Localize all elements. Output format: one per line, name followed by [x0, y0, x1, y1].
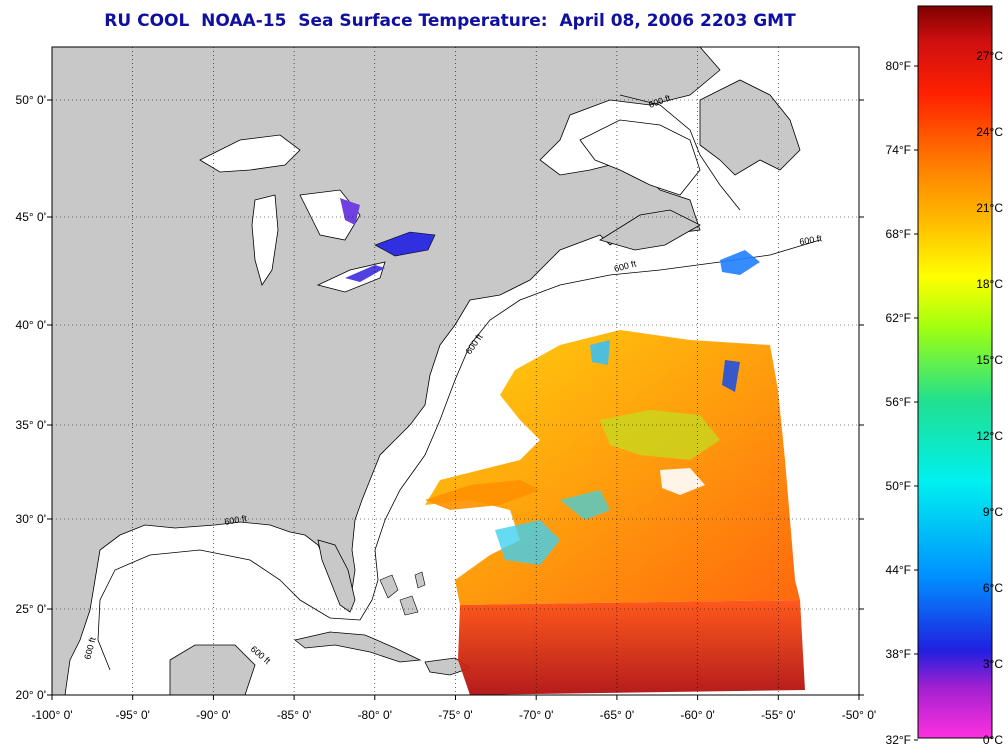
lat-label: 50° 0' — [16, 93, 46, 107]
colorbar-c-label: 21°C — [976, 201, 1003, 215]
lake-erie-sst — [345, 265, 385, 282]
colorbar: 80°F 74°F 68°F 62°F 56°F 50°F 44°F 38°F 32°F 27°… — [886, 5, 1003, 747]
lake-michigan — [251, 194, 279, 286]
sst-cloud-gap — [660, 468, 705, 495]
sst-cool-patch-5 — [560, 490, 610, 520]
sst-cool-patch-4 — [495, 520, 560, 565]
lat-label: 20° 0' — [16, 688, 46, 702]
colorbar-c-label: 18°C — [976, 277, 1003, 291]
colorbar-c-label: 15°C — [976, 353, 1003, 367]
sst-cool-patch-2 — [722, 360, 740, 392]
sst-cool-patch-1 — [590, 340, 610, 365]
land-yucatan — [169, 644, 256, 695]
land-cuba — [294, 631, 422, 663]
colorbar-f-label: 38°F — [886, 647, 911, 661]
lat-label: 35° 0' — [16, 418, 46, 432]
colorbar-c-label: 27°C — [976, 49, 1003, 63]
lat-label: 40° 0' — [16, 318, 46, 332]
lon-label: -50° 0' — [842, 708, 876, 722]
colorbar-fahrenheit-labels: 80°F 74°F 68°F 62°F 56°F 50°F 44°F 38°F 32°F — [886, 59, 918, 747]
lon-label: -85° 0' — [277, 708, 311, 722]
sst-green-patch — [600, 410, 720, 460]
lon-label: -80° 0' — [358, 708, 392, 722]
colorbar-f-label: 44°F — [886, 563, 911, 577]
lon-label: -65° 0' — [600, 708, 634, 722]
land-bahamas — [379, 571, 426, 616]
colorbar-f-label: 68°F — [886, 227, 911, 241]
lat-label: 30° 0' — [16, 512, 46, 526]
gulf-st-lawrence — [579, 119, 701, 196]
colorbar-c-label: 6°C — [983, 581, 1003, 595]
sst-swath-south — [458, 600, 805, 695]
sst-warm-band — [425, 480, 540, 510]
colorbar-f-label: 56°F — [886, 395, 911, 409]
lat-label: 25° 0' — [16, 602, 46, 616]
land-florida — [317, 539, 356, 613]
colorbar-c-label: 3°C — [983, 657, 1003, 671]
land-nova-scotia — [599, 209, 701, 251]
bathymetry-contour-north — [619, 94, 741, 211]
bathymetry-contour — [97, 239, 821, 671]
lon-label: -100° 0' — [31, 708, 72, 722]
lon-label: -75° 0' — [438, 708, 472, 722]
land-north-america — [52, 47, 721, 695]
contour-label-5: 600 ft — [224, 513, 248, 527]
colorbar-c-label: 0°C — [983, 733, 1003, 747]
lon-label: -55° 0' — [761, 708, 795, 722]
colorbar-f-label: 74°F — [886, 143, 911, 157]
lon-label: -95° 0' — [115, 708, 149, 722]
colorbar-f-label: 50°F — [886, 479, 911, 493]
colorbar-celsius-labels: 27°C 24°C 21°C 18°C 15°C 12°C 9°C 6°C 3°C 0°C — [976, 49, 1003, 747]
latitude-labels: 50° 0' 45° 0' 40° 0' 35° 0' 30° 0' 25° 0' 20° … — [16, 93, 864, 702]
colorbar-f-label: 62°F — [886, 311, 911, 325]
land-newfoundland — [699, 79, 801, 176]
lon-label: -70° 0' — [519, 708, 553, 722]
lake-ontario — [374, 231, 436, 257]
colorbar-c-label: 24°C — [976, 125, 1003, 139]
sst-cool-patch-3 — [720, 250, 760, 275]
map-area: 600 ft 600 ft 600 ft 600 ft 600 ft 600 f… — [16, 46, 876, 722]
colorbar-c-label: 12°C — [976, 429, 1003, 443]
sst-swath — [425, 250, 805, 695]
lat-label: 45° 0' — [16, 210, 46, 224]
lon-label: -90° 0' — [196, 708, 230, 722]
colorbar-c-label: 9°C — [983, 505, 1003, 519]
map-title: RU COOL NOAA-15 Sea Surface Temperature:… — [104, 11, 796, 31]
lake-huron-sst — [340, 198, 360, 225]
land-hispaniola — [424, 657, 471, 676]
colorbar-gradient — [917, 5, 993, 739]
colorbar-f-label: 80°F — [886, 59, 911, 73]
lake-superior — [199, 134, 301, 173]
contour-label-2: 600 ft — [799, 233, 823, 247]
lat-lon-grid — [52, 47, 859, 695]
colorbar-f-label: 32°F — [886, 733, 911, 747]
longitude-labels: -100° 0' -95° 0' -90° 0' -85° 0' -80° 0' -75°… — [31, 695, 876, 722]
lon-label: -60° 0' — [680, 708, 714, 722]
